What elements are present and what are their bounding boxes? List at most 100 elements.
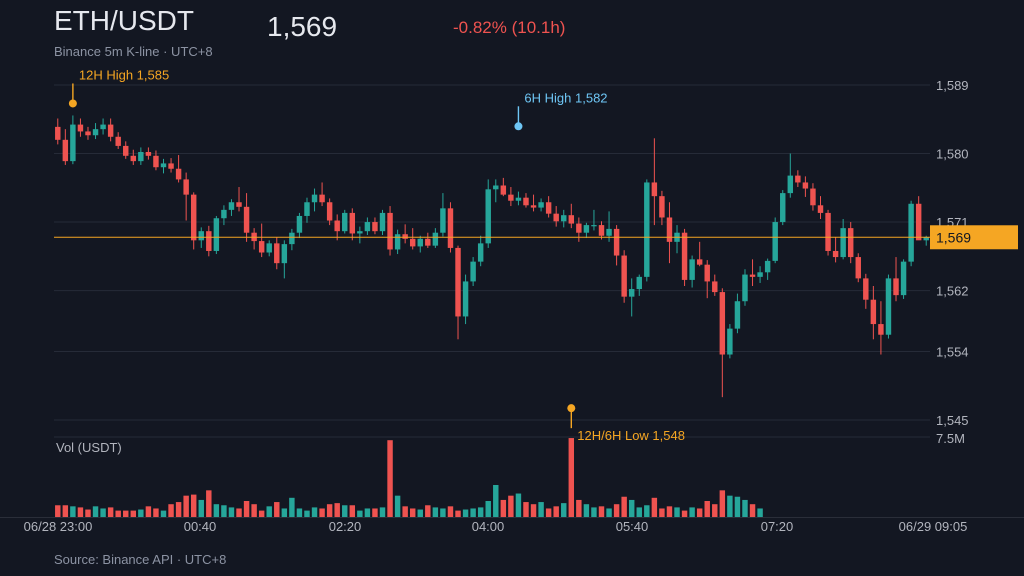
volume-bar: [342, 505, 348, 517]
candle-body: [591, 225, 597, 227]
candle: [674, 225, 680, 254]
y-tick-label: 1,545: [936, 413, 969, 428]
candle-body: [545, 202, 552, 214]
candle-body: [908, 203, 914, 262]
candle-body: [530, 205, 537, 208]
candle-body: [780, 193, 786, 223]
candle-body: [175, 168, 182, 180]
volume-bar: [689, 507, 695, 517]
volume-bar: [462, 509, 469, 517]
last-price-tag: [930, 225, 1018, 250]
candles: [55, 115, 929, 398]
candle: [885, 274, 892, 339]
candle-body: [243, 206, 250, 233]
volume-bar: [85, 509, 91, 517]
candle: [847, 222, 854, 264]
candle-body: [168, 163, 174, 169]
candle-body: [734, 301, 741, 329]
candle-body: [598, 225, 605, 236]
volume-max-label: 7.5M: [936, 431, 965, 446]
volume-bar: [213, 504, 220, 517]
volume-bar: [727, 495, 733, 517]
candle-body: [704, 264, 710, 282]
candle: [243, 193, 250, 242]
candle: [538, 198, 544, 212]
candle-body: [447, 208, 454, 248]
candle: [568, 203, 575, 229]
x-tick-label: 02:20: [329, 519, 362, 534]
candle-body: [568, 215, 575, 224]
candle-body: [190, 194, 197, 241]
volume-bar: [62, 505, 69, 517]
volume-bar: [357, 510, 363, 517]
candle-body: [689, 259, 695, 280]
volume-bar: [372, 508, 378, 517]
candle: [719, 288, 726, 398]
candle: [100, 118, 106, 135]
candle-body: [628, 289, 635, 297]
candle-body: [636, 276, 642, 290]
candle-body: [319, 194, 325, 203]
candle-body: [304, 202, 310, 216]
candle: [583, 222, 590, 239]
candle: [190, 192, 197, 250]
volume-bar: [206, 490, 212, 517]
candle-body: [885, 278, 892, 335]
candle: [85, 126, 91, 140]
candle: [387, 206, 393, 256]
volume-bar: [387, 440, 393, 517]
candle-body: [787, 175, 794, 194]
candle-body: [425, 238, 431, 246]
x-tick-label: 00:40: [184, 519, 217, 534]
volume-bar: [70, 506, 76, 517]
candle-body: [666, 217, 673, 242]
candle-body: [85, 131, 91, 136]
volume-bar: [561, 503, 567, 517]
volume-bar: [674, 507, 680, 517]
candle: [462, 274, 469, 325]
candle-body: [153, 155, 159, 168]
candle: [545, 196, 552, 218]
candle-body: [644, 182, 650, 277]
candle: [500, 177, 507, 197]
candle-body: [576, 223, 582, 233]
volume-bar: [168, 504, 174, 517]
candle-body: [70, 124, 76, 162]
candle-body: [198, 231, 204, 241]
annotation-label: 6H High 1,582: [524, 90, 607, 105]
candle: [855, 253, 861, 283]
volume-bar: [319, 508, 325, 517]
candle: [915, 196, 922, 241]
candle: [115, 132, 121, 149]
candle: [349, 208, 356, 241]
candle: [795, 170, 801, 188]
candle: [734, 293, 741, 334]
x-tick-label: 04:00: [472, 519, 505, 534]
candle-body: [379, 212, 386, 232]
candle-body: [613, 228, 620, 256]
x-tick-label: 05:40: [616, 519, 649, 534]
candle: [357, 226, 363, 244]
candle-body: [832, 250, 839, 258]
volume-bar: [100, 508, 106, 517]
candle: [107, 118, 114, 142]
annotation-dot: [567, 404, 576, 413]
candle-body: [893, 278, 899, 296]
candle-body: [387, 212, 393, 250]
volume-bar: [115, 510, 121, 517]
candle-body: [485, 189, 491, 244]
volume-bar: [243, 501, 250, 517]
candle: [266, 240, 272, 257]
volume-bar: [334, 503, 340, 517]
candle-body: [417, 238, 423, 247]
last-price-line: 1,569: [54, 225, 1018, 250]
candle: [55, 118, 61, 145]
candle: [485, 179, 491, 248]
volume-bar: [659, 508, 665, 517]
candle: [364, 217, 371, 235]
candle-body: [772, 222, 778, 261]
candle: [258, 223, 265, 258]
candle-body: [289, 232, 295, 245]
